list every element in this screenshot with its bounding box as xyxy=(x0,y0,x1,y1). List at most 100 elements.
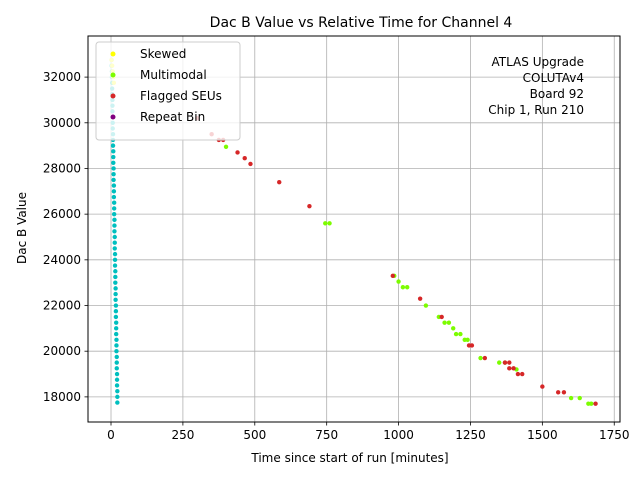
data-point xyxy=(113,274,118,280)
data-point xyxy=(593,401,598,406)
annotation-line: Chip 1, Run 210 xyxy=(488,103,584,117)
axis-ticks: 0 250 500 750 1000 1250 1500 1750 18000 20000 2200… xyxy=(43,70,630,442)
run-annotation: ATLAS Upgrade COLUTAv4 Board 92 Chip 1, Run… xyxy=(488,55,584,117)
data-point xyxy=(112,251,118,257)
data-point xyxy=(111,211,117,217)
data-point xyxy=(248,161,253,167)
data-point xyxy=(478,355,483,361)
data-point xyxy=(465,337,470,342)
x-axis-label: Time since start of run [minutes] xyxy=(250,451,448,465)
annotation-line: COLUTAv4 xyxy=(523,71,584,85)
data-point xyxy=(439,314,444,320)
data-point xyxy=(113,309,119,314)
data-point xyxy=(114,366,119,371)
x-tick-label: 0 xyxy=(107,428,115,442)
plot-frame xyxy=(87,35,621,423)
data-point xyxy=(497,360,502,365)
y-tick-label: 24000 xyxy=(43,253,81,267)
data-point xyxy=(451,326,456,331)
data-point xyxy=(113,320,119,325)
legend-box xyxy=(95,41,241,141)
data-point xyxy=(446,320,452,325)
data-point xyxy=(111,206,117,211)
y-tick-label: 30000 xyxy=(43,116,81,130)
data-point xyxy=(417,296,423,301)
x-tick-label: 500 xyxy=(243,428,266,442)
data-point xyxy=(507,360,512,365)
y-tick-label: 28000 xyxy=(43,161,81,175)
data-point xyxy=(458,331,463,337)
x-tick-label: 750 xyxy=(315,428,338,442)
data-point xyxy=(307,203,312,209)
y-tick-label: 18000 xyxy=(43,390,81,404)
data-point xyxy=(110,143,116,148)
data-point xyxy=(113,331,119,337)
x-tick-label: 1500 xyxy=(527,428,558,442)
legend-label: Skewed xyxy=(140,47,186,61)
data-point xyxy=(114,377,120,382)
data-point xyxy=(113,297,118,303)
data-point xyxy=(540,384,545,389)
legend-label: Multimodal xyxy=(140,68,207,82)
legend-label: Repeat Bin xyxy=(140,110,205,124)
data-point xyxy=(111,149,116,154)
data-point xyxy=(113,291,118,297)
data-point xyxy=(577,395,582,401)
data-point xyxy=(502,360,508,365)
data-point xyxy=(111,177,116,183)
data-point xyxy=(327,221,332,226)
data-point xyxy=(561,390,567,395)
data-point xyxy=(390,273,396,279)
data-point xyxy=(113,314,119,320)
data-point xyxy=(111,166,116,171)
data-point xyxy=(115,400,120,405)
x-tick-label: 250 xyxy=(171,428,194,442)
legend-label: Flagged SEUs xyxy=(140,89,222,103)
data-point xyxy=(111,189,117,194)
data-point xyxy=(113,326,119,331)
data-point xyxy=(555,390,561,395)
data-point xyxy=(442,320,447,325)
data-point xyxy=(111,194,117,200)
data-point xyxy=(113,269,118,274)
data-point xyxy=(115,388,120,394)
y-tick-label: 32000 xyxy=(43,70,81,84)
data-point xyxy=(112,234,117,240)
data-point xyxy=(113,286,118,291)
data-point xyxy=(112,223,117,228)
data-point xyxy=(323,221,328,226)
data-point xyxy=(589,401,594,406)
data-point xyxy=(396,279,401,284)
data-point xyxy=(112,240,117,245)
data-point xyxy=(453,331,459,337)
data-point xyxy=(113,280,118,285)
data-point xyxy=(114,354,119,360)
data-point xyxy=(115,394,120,400)
y-tick-label: 20000 xyxy=(43,344,81,358)
grid xyxy=(88,36,620,422)
y-axis-label: Dac B Value xyxy=(15,192,29,264)
annotation-line: ATLAS Upgrade xyxy=(491,55,584,69)
data-point xyxy=(568,395,574,401)
data-point xyxy=(405,285,410,290)
data-point xyxy=(235,150,240,155)
chart-title: Dac B Value vs Relative Time for Channel… xyxy=(210,15,513,31)
data-point xyxy=(114,343,119,348)
data-point xyxy=(111,200,117,205)
data-point xyxy=(114,383,120,388)
data-point xyxy=(520,371,525,377)
data-point xyxy=(277,179,282,185)
x-tick-label: 1250 xyxy=(455,428,486,442)
annotation-line: Board 92 xyxy=(530,87,584,101)
data-point xyxy=(112,263,118,268)
data-point xyxy=(112,257,118,263)
legend-marker xyxy=(110,114,116,120)
data-point xyxy=(112,217,117,223)
data-point xyxy=(400,285,406,290)
data-point xyxy=(511,366,516,371)
legend-marker xyxy=(110,72,116,78)
legend: Skewed Multimodal Flagged SEUs Repeat Bin xyxy=(95,41,241,141)
data-point xyxy=(223,144,229,149)
x-tick-label: 1000 xyxy=(383,428,414,442)
